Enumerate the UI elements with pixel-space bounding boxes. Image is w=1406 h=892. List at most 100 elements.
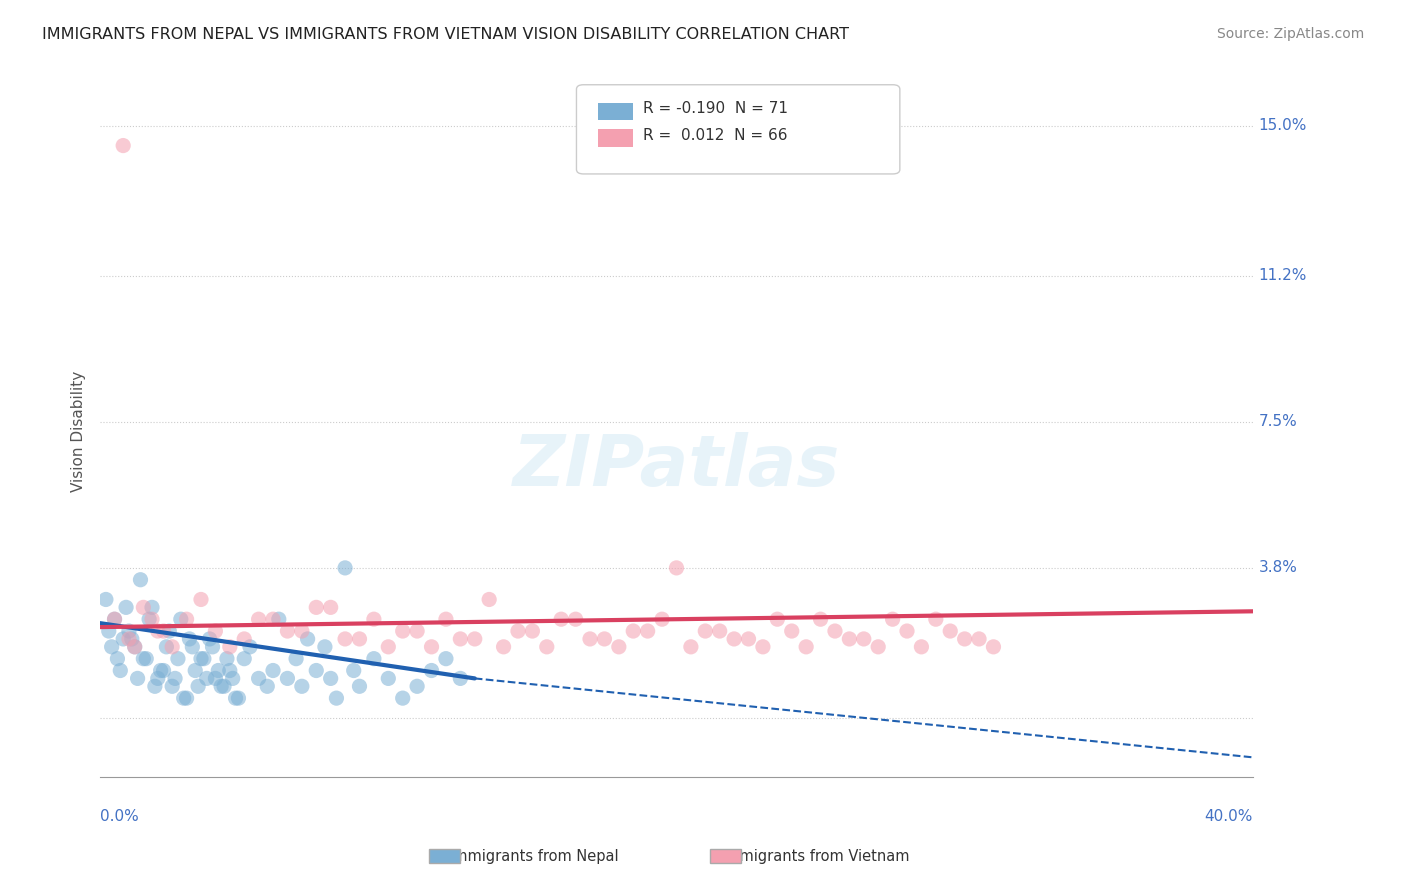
Point bbox=[262, 612, 284, 626]
Point bbox=[377, 640, 399, 654]
Point bbox=[157, 624, 180, 638]
Point bbox=[218, 664, 240, 678]
Point bbox=[478, 592, 501, 607]
Point bbox=[97, 624, 120, 638]
Point bbox=[305, 600, 328, 615]
Point bbox=[215, 651, 238, 665]
Point bbox=[262, 664, 284, 678]
Point bbox=[363, 612, 385, 626]
Point bbox=[925, 612, 948, 626]
Point bbox=[118, 632, 141, 646]
Point bbox=[449, 672, 471, 686]
Point bbox=[651, 612, 673, 626]
Point bbox=[100, 640, 122, 654]
Point bbox=[910, 640, 932, 654]
Point bbox=[152, 624, 174, 638]
Point bbox=[209, 679, 232, 693]
Text: 3.8%: 3.8% bbox=[1258, 560, 1298, 575]
Point bbox=[190, 592, 212, 607]
Point bbox=[709, 624, 731, 638]
Text: ZIPatlas: ZIPatlas bbox=[513, 432, 841, 500]
Point bbox=[170, 612, 193, 626]
Point bbox=[593, 632, 616, 646]
Point bbox=[179, 632, 201, 646]
Text: R =  0.012  N = 66: R = 0.012 N = 66 bbox=[643, 128, 787, 143]
Point bbox=[132, 600, 155, 615]
Point bbox=[967, 632, 990, 646]
Text: Source: ZipAtlas.com: Source: ZipAtlas.com bbox=[1216, 27, 1364, 41]
Point bbox=[794, 640, 817, 654]
Point bbox=[325, 691, 347, 706]
Text: 11.2%: 11.2% bbox=[1258, 268, 1308, 284]
Point bbox=[434, 612, 457, 626]
Point bbox=[176, 612, 198, 626]
Point bbox=[319, 672, 342, 686]
Point bbox=[165, 672, 187, 686]
Point bbox=[103, 612, 125, 626]
Point bbox=[737, 632, 759, 646]
Point bbox=[239, 640, 262, 654]
Point bbox=[190, 651, 212, 665]
Point bbox=[184, 664, 207, 678]
Point bbox=[276, 672, 298, 686]
Point bbox=[276, 624, 298, 638]
Point bbox=[564, 612, 586, 626]
Point bbox=[195, 672, 218, 686]
Point bbox=[141, 600, 163, 615]
Point bbox=[146, 672, 169, 686]
Point bbox=[204, 624, 226, 638]
Point bbox=[247, 672, 270, 686]
Point bbox=[852, 632, 875, 646]
Point bbox=[314, 640, 336, 654]
Point bbox=[267, 612, 290, 626]
Point bbox=[218, 640, 240, 654]
Point bbox=[127, 672, 149, 686]
Point bbox=[291, 624, 314, 638]
Point bbox=[536, 640, 558, 654]
Point bbox=[752, 640, 775, 654]
Text: R = -0.190  N = 71: R = -0.190 N = 71 bbox=[643, 102, 787, 116]
Point bbox=[305, 664, 328, 678]
Point bbox=[132, 651, 155, 665]
Point bbox=[506, 624, 529, 638]
Point bbox=[464, 632, 486, 646]
Point bbox=[285, 651, 308, 665]
Point bbox=[607, 640, 630, 654]
Point bbox=[343, 664, 366, 678]
Point bbox=[155, 640, 177, 654]
Point bbox=[824, 624, 846, 638]
Point bbox=[665, 561, 688, 575]
Point bbox=[579, 632, 602, 646]
Point bbox=[112, 632, 135, 646]
Text: 0.0%: 0.0% bbox=[100, 809, 139, 823]
Point bbox=[522, 624, 544, 638]
Point bbox=[391, 624, 413, 638]
Point bbox=[420, 664, 443, 678]
Point bbox=[204, 672, 226, 686]
Point bbox=[121, 632, 143, 646]
Point bbox=[124, 640, 146, 654]
Text: 40.0%: 40.0% bbox=[1205, 809, 1253, 823]
Point bbox=[207, 664, 229, 678]
Point bbox=[107, 651, 129, 665]
Point bbox=[780, 624, 803, 638]
Point bbox=[129, 573, 152, 587]
Point bbox=[983, 640, 1005, 654]
Point bbox=[319, 600, 342, 615]
Point bbox=[247, 612, 270, 626]
Point bbox=[160, 679, 183, 693]
Point bbox=[118, 624, 141, 638]
Point bbox=[492, 640, 515, 654]
Point bbox=[181, 640, 204, 654]
Point bbox=[637, 624, 659, 638]
Point bbox=[939, 624, 962, 638]
Point bbox=[149, 664, 172, 678]
Point bbox=[228, 691, 250, 706]
Point bbox=[233, 632, 256, 646]
Point bbox=[723, 632, 745, 646]
Point bbox=[233, 651, 256, 665]
Point bbox=[143, 679, 166, 693]
Point bbox=[152, 664, 174, 678]
Point bbox=[146, 624, 169, 638]
Point bbox=[349, 679, 371, 693]
